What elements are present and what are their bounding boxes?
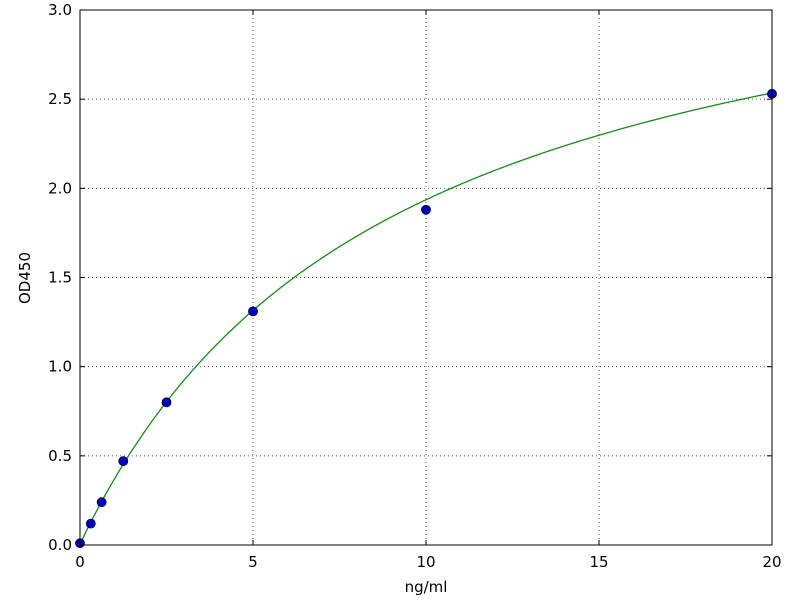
x-tick-label: 10 <box>416 553 435 571</box>
data-point <box>85 518 96 529</box>
y-axis-ticks: 0.0 0.5 1.0 1.5 2.0 2.5 3.0 <box>48 1 772 554</box>
y-tick-label: 2.5 <box>48 90 72 108</box>
x-tick-label: 0 <box>75 553 85 571</box>
y-tick-label: 1.0 <box>48 358 72 376</box>
y-tick-label: 2.0 <box>48 179 72 197</box>
data-point <box>421 204 431 215</box>
y-tick-label: 1.5 <box>48 269 72 287</box>
x-tick-label: 20 <box>762 553 781 571</box>
data-point <box>161 397 172 408</box>
data-point <box>96 497 107 508</box>
x-axis-label: ng/ml <box>405 578 448 596</box>
data-point <box>248 306 258 317</box>
x-axis-ticks: 0 5 10 15 20 <box>75 10 782 571</box>
x-tick-label: 15 <box>589 553 608 571</box>
y-tick-label: 0.5 <box>48 447 72 465</box>
x-tick-label: 5 <box>248 553 258 571</box>
data-point <box>118 456 129 467</box>
y-tick-label: 3.0 <box>48 1 72 19</box>
fit-curve <box>79 92 773 545</box>
y-tick-label: 0.0 <box>48 536 72 554</box>
grid <box>80 10 772 545</box>
y-axis-label: OD450 <box>16 252 34 304</box>
